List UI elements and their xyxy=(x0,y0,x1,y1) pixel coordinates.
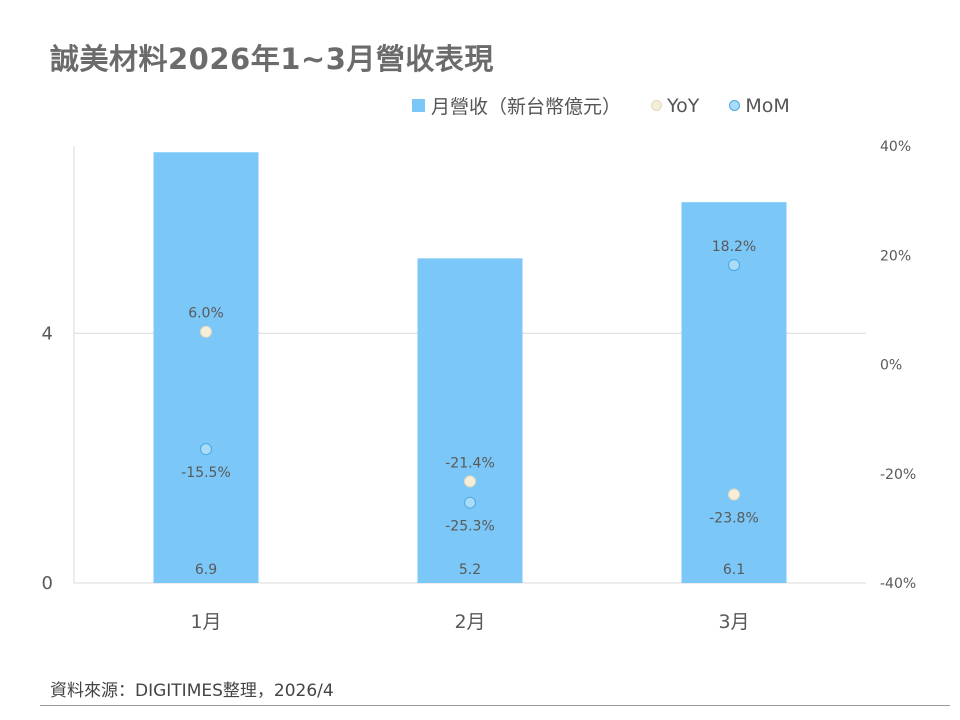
yoy-data-label: 6.0% xyxy=(188,306,224,322)
legend-label-yoy: YoY xyxy=(667,94,700,117)
bar-value-label: 6.9 xyxy=(195,562,217,578)
mom-data-label: -25.3% xyxy=(445,519,495,535)
right-tick-label: -20% xyxy=(880,467,916,483)
x-tick-label: 3月 xyxy=(718,611,749,633)
mom-point xyxy=(464,496,476,509)
mom-point xyxy=(200,443,212,456)
source-note: 資料來源：DIGITIMES整理，2026/4 xyxy=(50,681,334,701)
right-tick-label: 40% xyxy=(880,139,911,155)
left-tick-label: 4 xyxy=(42,323,53,344)
chart-title: 誠美材料2026年1~3月營收表現 xyxy=(50,42,494,76)
mom-point xyxy=(728,259,740,272)
bar-revenue xyxy=(417,258,523,583)
footer-divider xyxy=(40,705,950,706)
bar-value-label: 5.2 xyxy=(459,562,481,578)
right-tick-label: -40% xyxy=(880,576,916,592)
yoy-point xyxy=(728,488,740,501)
legend-bar-swatch xyxy=(412,99,425,112)
mom-data-label: -15.5% xyxy=(181,465,231,481)
legend: 月營收（新台幣億元） YoY MoM xyxy=(412,92,790,119)
bar-revenue xyxy=(153,152,259,583)
legend-item-yoy: YoY xyxy=(651,95,699,117)
right-tick-label: 20% xyxy=(880,248,911,264)
legend-mom-swatch xyxy=(729,100,741,111)
legend-yoy-swatch xyxy=(651,100,663,111)
legend-item-revenue: 月營收（新台幣億元） xyxy=(412,92,621,119)
legend-label-mom: MoM xyxy=(745,94,790,117)
yoy-point xyxy=(464,475,476,488)
mom-data-label: 18.2% xyxy=(712,239,756,255)
legend-item-mom: MoM xyxy=(729,94,790,117)
left-tick-label: 0 xyxy=(42,573,53,594)
yoy-data-label: -21.4% xyxy=(445,455,495,471)
x-tick-label: 2月 xyxy=(454,611,485,633)
x-tick-label: 1月 xyxy=(190,611,221,633)
legend-label-revenue: 月營收（新台幣億元） xyxy=(431,96,622,118)
yoy-point xyxy=(200,325,212,338)
right-tick-label: 0% xyxy=(880,358,902,374)
yoy-data-label: -23.8% xyxy=(709,511,759,527)
bar-value-label: 6.1 xyxy=(723,562,745,578)
